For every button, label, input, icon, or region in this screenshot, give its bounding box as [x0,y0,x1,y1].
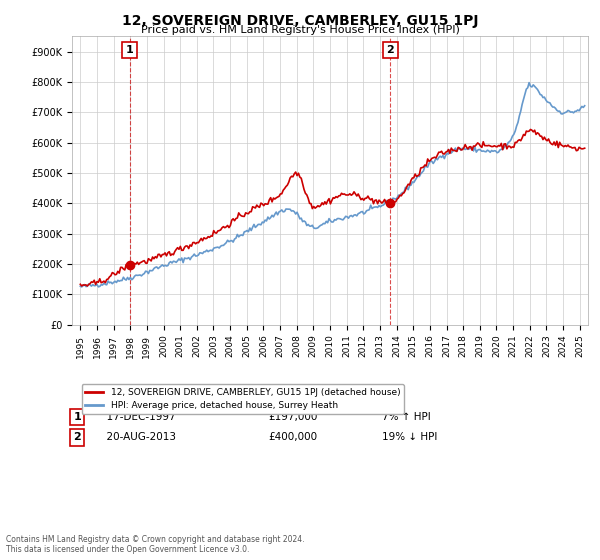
Text: 2: 2 [73,432,81,442]
Text: 2: 2 [386,45,394,55]
Text: 17-DEC-1997: 17-DEC-1997 [100,412,176,422]
Text: 1: 1 [126,45,133,55]
Text: £197,000: £197,000 [268,412,317,422]
Text: 19% ↓ HPI: 19% ↓ HPI [382,432,437,442]
Text: 20-AUG-2013: 20-AUG-2013 [100,432,176,442]
Text: Price paid vs. HM Land Registry's House Price Index (HPI): Price paid vs. HM Land Registry's House … [140,25,460,35]
Text: 1: 1 [73,412,81,422]
Legend: 12, SOVEREIGN DRIVE, CAMBERLEY, GU15 1PJ (detached house), HPI: Average price, d: 12, SOVEREIGN DRIVE, CAMBERLEY, GU15 1PJ… [82,384,404,414]
Text: £400,000: £400,000 [268,432,317,442]
Text: 12, SOVEREIGN DRIVE, CAMBERLEY, GU15 1PJ: 12, SOVEREIGN DRIVE, CAMBERLEY, GU15 1PJ [122,14,478,28]
Text: Contains HM Land Registry data © Crown copyright and database right 2024.
This d: Contains HM Land Registry data © Crown c… [6,535,305,554]
Text: 7% ↑ HPI: 7% ↑ HPI [382,412,430,422]
